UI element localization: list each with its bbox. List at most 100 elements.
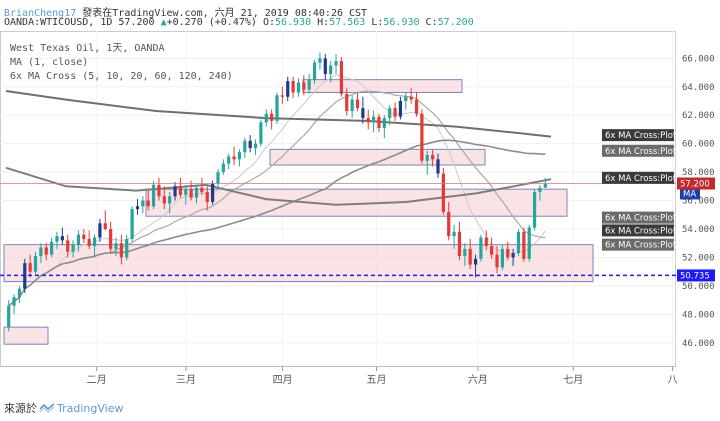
y-tick-label: 52.000 bbox=[682, 253, 715, 263]
candle-body bbox=[146, 200, 150, 207]
candle-body bbox=[323, 58, 327, 74]
ma-tag: MA bbox=[680, 187, 700, 200]
ma-cross-plot-tag-text: 6x MA Cross:Plot bbox=[605, 241, 677, 251]
candle-body bbox=[205, 192, 209, 202]
open-label: O: bbox=[262, 17, 275, 28]
moving-averages bbox=[5, 74, 552, 307]
low-value: 56.930 bbox=[383, 17, 420, 28]
candle-body bbox=[393, 108, 397, 117]
candle-body bbox=[371, 116, 376, 123]
y-tick-label: 60.000 bbox=[682, 140, 715, 150]
candle-body bbox=[339, 61, 344, 94]
candle-body bbox=[270, 113, 274, 121]
published-text: 發表在TradingView.com, 六月 21, 2019 08:40:26… bbox=[82, 8, 368, 19]
high-value: 57.563 bbox=[329, 17, 366, 28]
price-change: +0.270 (+0.47%) bbox=[166, 17, 257, 28]
up-arrow-icon: ▲ bbox=[160, 17, 167, 28]
candle-body bbox=[425, 155, 429, 161]
candle-body bbox=[312, 62, 317, 80]
support-price-tag: 50.735 bbox=[677, 269, 715, 282]
candle-body bbox=[447, 211, 451, 237]
candle-body bbox=[232, 156, 236, 160]
ma-tag-bg bbox=[680, 187, 700, 200]
candle-body bbox=[495, 254, 499, 268]
candle-body bbox=[189, 189, 193, 198]
candle-body bbox=[511, 253, 515, 258]
candle-body bbox=[318, 58, 322, 63]
last-price-tag-bg bbox=[677, 177, 715, 190]
candle-body bbox=[194, 187, 199, 198]
candle-body bbox=[184, 189, 188, 195]
candle-body bbox=[361, 108, 365, 119]
supply-demand-zone bbox=[3, 326, 49, 345]
ma-cross-plot-tag-bg bbox=[602, 129, 674, 142]
candle-body bbox=[135, 206, 140, 210]
ma-line bbox=[8, 74, 546, 307]
candle-body bbox=[76, 234, 81, 245]
candle-body bbox=[532, 192, 537, 228]
candle-body bbox=[398, 101, 403, 117]
legend-title: West Texas Oil, 1天, OANDA bbox=[10, 43, 165, 54]
ma-cross-plot-tag-bg bbox=[602, 144, 674, 157]
candle-body bbox=[452, 231, 456, 237]
candle-body bbox=[71, 244, 75, 252]
candle-body bbox=[125, 238, 129, 258]
candle-body bbox=[253, 143, 258, 148]
legend-ma: MA (1, close) bbox=[10, 57, 88, 68]
author-name[interactable]: BrianCheng17 bbox=[4, 8, 77, 19]
y-tick-label: 66.000 bbox=[682, 54, 715, 64]
candle-body bbox=[210, 183, 215, 202]
candle-body bbox=[82, 234, 86, 239]
y-tick-label: 54.000 bbox=[682, 225, 715, 235]
candle-body bbox=[259, 122, 263, 144]
ma-cross-plot-tag-bg bbox=[602, 238, 674, 251]
candle-body bbox=[98, 223, 102, 238]
symbol-name: OANDA:WTICOUSD, 1D bbox=[4, 17, 113, 28]
ma-cross-plot-tag: 6x MA Cross:Plot bbox=[602, 211, 677, 224]
candle-body bbox=[92, 237, 97, 247]
last-price-tag: 57.200 bbox=[677, 177, 715, 190]
legend-ma-cross: 6x MA Cross (5, 10, 20, 60, 120, 240) bbox=[10, 71, 233, 82]
candle-body bbox=[109, 229, 113, 249]
chart-header: BrianCheng17 發表在TradingView.com, 六月 21, … bbox=[0, 0, 720, 30]
candle-body bbox=[382, 118, 386, 129]
candle-body bbox=[420, 113, 424, 161]
high-label: H: bbox=[317, 17, 330, 28]
close-label: C: bbox=[425, 17, 438, 28]
x-tick-label: 八 bbox=[668, 375, 678, 386]
price-chart[interactable]: 66.000 64.000 62.000 60.000 58.000 56.000 54.0… bbox=[0, 31, 720, 393]
tradingview-brand-link[interactable]: TradingView bbox=[57, 401, 124, 415]
axes: 66.000 64.000 62.000 60.000 58.000 56.000 54.0… bbox=[0, 54, 715, 386]
candle-body bbox=[436, 159, 440, 174]
candle-body bbox=[457, 231, 462, 257]
candle-body bbox=[178, 186, 183, 195]
footer: 來源於 TradingView bbox=[4, 400, 123, 416]
candle-body bbox=[506, 248, 510, 258]
candle-body bbox=[87, 238, 91, 247]
candle-body bbox=[516, 231, 521, 254]
y-tick-label: 48.000 bbox=[682, 310, 715, 320]
y-tick-label: 56.000 bbox=[682, 197, 715, 207]
low-label: L: bbox=[371, 17, 384, 28]
open-value: 56.930 bbox=[274, 17, 312, 28]
long-ma-line bbox=[5, 166, 552, 206]
x-tick-label: 三月 bbox=[176, 374, 196, 386]
ma-cross-plot-tag: 6x MA Cross:Plot bbox=[602, 171, 677, 184]
candle-body bbox=[130, 209, 134, 239]
candle-body bbox=[307, 79, 311, 90]
candle-body bbox=[60, 236, 64, 241]
y-tick-label: 62.000 bbox=[682, 111, 715, 121]
y-tick-label: 50.000 bbox=[682, 282, 715, 292]
y-tick-label: 46.000 bbox=[682, 339, 715, 349]
ma-cross-plot-tag-text: 6x MA Cross:Plot bbox=[605, 226, 677, 236]
candle-body bbox=[538, 187, 542, 193]
candle-body bbox=[237, 152, 242, 160]
candle-body bbox=[275, 95, 279, 121]
ma-cross-plot-tag: 6x MA Cross:Plot bbox=[602, 238, 677, 251]
candle-body bbox=[200, 187, 204, 193]
candle-body bbox=[334, 61, 338, 66]
x-tick-label: 七月 bbox=[563, 374, 583, 386]
candle-body bbox=[490, 246, 494, 255]
ma-cross-plot-tag-text: 6x MA Cross:Plot bbox=[605, 214, 677, 224]
candle-body bbox=[33, 256, 38, 272]
